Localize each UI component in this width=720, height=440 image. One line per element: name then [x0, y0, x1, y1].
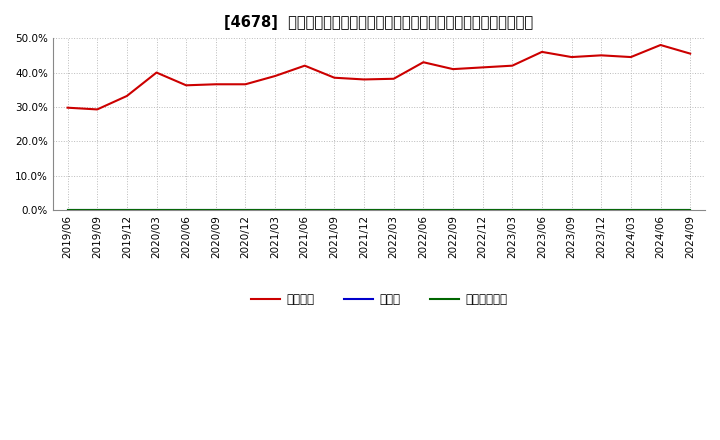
- 自己資本: [93, 107, 102, 112]
- 繰延税金資産: [508, 208, 517, 213]
- 自己資本: [152, 70, 161, 75]
- のれん: [686, 208, 695, 213]
- 自己資本: [686, 51, 695, 56]
- 繰延税金資産: [538, 208, 546, 213]
- 自己資本: [300, 63, 309, 68]
- 繰延税金資産: [212, 208, 220, 213]
- 繰延税金資産: [686, 208, 695, 213]
- 自己資本: [390, 76, 398, 81]
- 自己資本: [360, 77, 369, 82]
- 繰延税金資産: [597, 208, 606, 213]
- Title: [4678]  自己資本、のれん、繰延税金資産の総資産に対する比率の推移: [4678] 自己資本、のれん、繰延税金資産の総資産に対する比率の推移: [225, 15, 534, 30]
- 繰延税金資産: [567, 208, 576, 213]
- 繰延税金資産: [449, 208, 457, 213]
- 繰延税金資産: [63, 208, 72, 213]
- のれん: [597, 208, 606, 213]
- 自己資本: [212, 82, 220, 87]
- 自己資本: [241, 82, 250, 87]
- 自己資本: [538, 49, 546, 55]
- 繰延税金資産: [300, 208, 309, 213]
- 繰延税金資産: [478, 208, 487, 213]
- のれん: [478, 208, 487, 213]
- のれん: [212, 208, 220, 213]
- 繰延税金資産: [241, 208, 250, 213]
- 自己資本: [478, 65, 487, 70]
- のれん: [152, 208, 161, 213]
- のれん: [122, 208, 131, 213]
- のれん: [182, 208, 191, 213]
- のれん: [538, 208, 546, 213]
- 繰延税金資産: [152, 208, 161, 213]
- Legend: 自己資本, のれん, 繰延税金資産: 自己資本, のれん, 繰延税金資産: [246, 289, 512, 311]
- 自己資本: [419, 59, 428, 65]
- のれん: [449, 208, 457, 213]
- 繰延税金資産: [122, 208, 131, 213]
- 自己資本: [567, 55, 576, 60]
- のれん: [508, 208, 517, 213]
- 自己資本: [656, 42, 665, 48]
- 繰延税金資産: [93, 208, 102, 213]
- のれん: [271, 208, 279, 213]
- 自己資本: [122, 93, 131, 99]
- のれん: [300, 208, 309, 213]
- のれん: [567, 208, 576, 213]
- 繰延税金資産: [360, 208, 369, 213]
- 繰延税金資産: [656, 208, 665, 213]
- 繰延税金資産: [390, 208, 398, 213]
- 自己資本: [182, 83, 191, 88]
- 自己資本: [63, 105, 72, 110]
- のれん: [63, 208, 72, 213]
- のれん: [330, 208, 338, 213]
- Line: 自己資本: 自己資本: [68, 45, 690, 110]
- 繰延税金資産: [182, 208, 191, 213]
- 自己資本: [449, 66, 457, 72]
- のれん: [419, 208, 428, 213]
- のれん: [656, 208, 665, 213]
- のれん: [360, 208, 369, 213]
- 繰延税金資産: [271, 208, 279, 213]
- 繰延税金資産: [419, 208, 428, 213]
- 自己資本: [508, 63, 517, 68]
- 繰延税金資産: [330, 208, 338, 213]
- 繰延税金資産: [626, 208, 635, 213]
- 自己資本: [597, 53, 606, 58]
- のれん: [626, 208, 635, 213]
- のれん: [93, 208, 102, 213]
- のれん: [241, 208, 250, 213]
- 自己資本: [626, 55, 635, 60]
- 自己資本: [271, 73, 279, 79]
- のれん: [390, 208, 398, 213]
- 自己資本: [330, 75, 338, 81]
